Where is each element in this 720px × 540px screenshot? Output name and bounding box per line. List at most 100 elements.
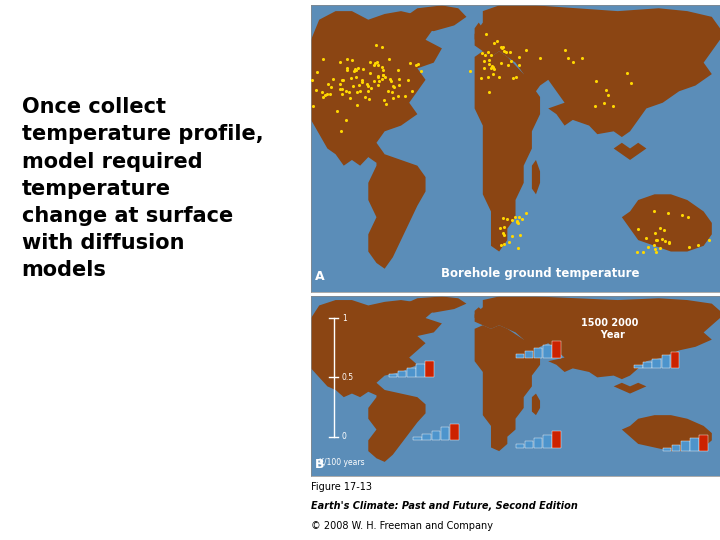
Point	[372, 58, 383, 67]
Text: A: A	[315, 270, 325, 283]
Point	[318, 92, 329, 101]
Polygon shape	[622, 194, 712, 252]
Point	[654, 223, 666, 232]
Bar	[634, 365, 643, 368]
Point	[351, 100, 363, 109]
Point	[370, 40, 382, 49]
Point	[495, 43, 506, 51]
Point	[559, 45, 571, 54]
Point	[351, 65, 362, 74]
Point	[501, 215, 513, 224]
Point	[393, 81, 405, 90]
Point	[521, 46, 532, 55]
Point	[478, 64, 490, 72]
Polygon shape	[613, 143, 647, 160]
Point	[334, 79, 346, 88]
Point	[683, 212, 694, 221]
Point	[464, 67, 475, 76]
Point	[503, 238, 515, 246]
Point	[372, 71, 384, 80]
Point	[356, 76, 368, 84]
Point	[368, 60, 379, 69]
Point	[364, 68, 376, 77]
Bar	[552, 431, 561, 448]
Text: Earth's Climate: Past and Future, Second Edition: Earth's Climate: Past and Future, Second…	[311, 501, 578, 511]
Point	[637, 247, 649, 256]
Point	[353, 64, 364, 72]
Point	[631, 248, 643, 256]
Polygon shape	[369, 390, 426, 462]
Bar	[652, 359, 661, 368]
Polygon shape	[532, 160, 540, 194]
Point	[608, 102, 619, 111]
Point	[350, 72, 361, 81]
Point	[496, 44, 508, 52]
Point	[664, 238, 675, 247]
Bar	[450, 424, 459, 440]
Point	[348, 67, 360, 76]
Point	[369, 59, 380, 68]
Point	[335, 126, 346, 135]
Point	[656, 235, 667, 244]
Text: 0.5: 0.5	[342, 373, 354, 382]
Point	[488, 65, 500, 73]
Point	[368, 77, 379, 85]
Point	[337, 90, 348, 98]
Point	[659, 226, 670, 234]
Point	[485, 64, 497, 73]
Point	[600, 85, 612, 94]
Point	[377, 65, 388, 74]
Point	[350, 65, 361, 73]
Point	[319, 90, 330, 99]
Text: Borehole ground temperature: Borehole ground temperature	[441, 267, 639, 280]
Point	[492, 37, 503, 45]
Point	[478, 57, 490, 66]
Bar	[543, 345, 552, 357]
Point	[325, 90, 336, 99]
Polygon shape	[613, 383, 647, 394]
Point	[495, 240, 506, 249]
Point	[486, 62, 498, 70]
Point	[677, 211, 688, 220]
Point	[346, 56, 357, 64]
Point	[341, 116, 352, 124]
Bar	[389, 374, 397, 377]
Text: Figure 17-13: Figure 17-13	[311, 482, 372, 492]
Point	[567, 57, 579, 66]
Point	[377, 43, 388, 51]
Polygon shape	[647, 69, 662, 85]
Point	[497, 228, 508, 237]
Point	[361, 82, 373, 90]
Point	[379, 96, 390, 104]
Point	[387, 82, 399, 91]
Point	[382, 87, 393, 96]
Point	[354, 81, 365, 90]
Point	[621, 69, 633, 77]
Point	[562, 54, 574, 63]
Point	[359, 93, 371, 102]
Polygon shape	[369, 154, 426, 269]
Point	[363, 95, 374, 104]
Point	[649, 241, 660, 249]
Point	[341, 64, 353, 72]
Point	[640, 234, 652, 242]
Point	[383, 55, 395, 64]
Polygon shape	[401, 5, 467, 31]
Point	[483, 55, 495, 64]
Point	[590, 77, 601, 86]
Point	[341, 55, 353, 63]
Point	[474, 74, 486, 83]
Point	[379, 99, 391, 108]
Point	[400, 91, 411, 100]
Point	[662, 209, 674, 218]
Bar	[516, 354, 524, 357]
Point	[325, 83, 337, 91]
Point	[494, 224, 505, 233]
Point	[498, 222, 510, 231]
Point	[534, 53, 546, 62]
Point	[498, 214, 509, 222]
Bar	[426, 361, 434, 377]
Bar	[441, 427, 449, 440]
Point	[654, 244, 666, 253]
Polygon shape	[474, 296, 720, 379]
